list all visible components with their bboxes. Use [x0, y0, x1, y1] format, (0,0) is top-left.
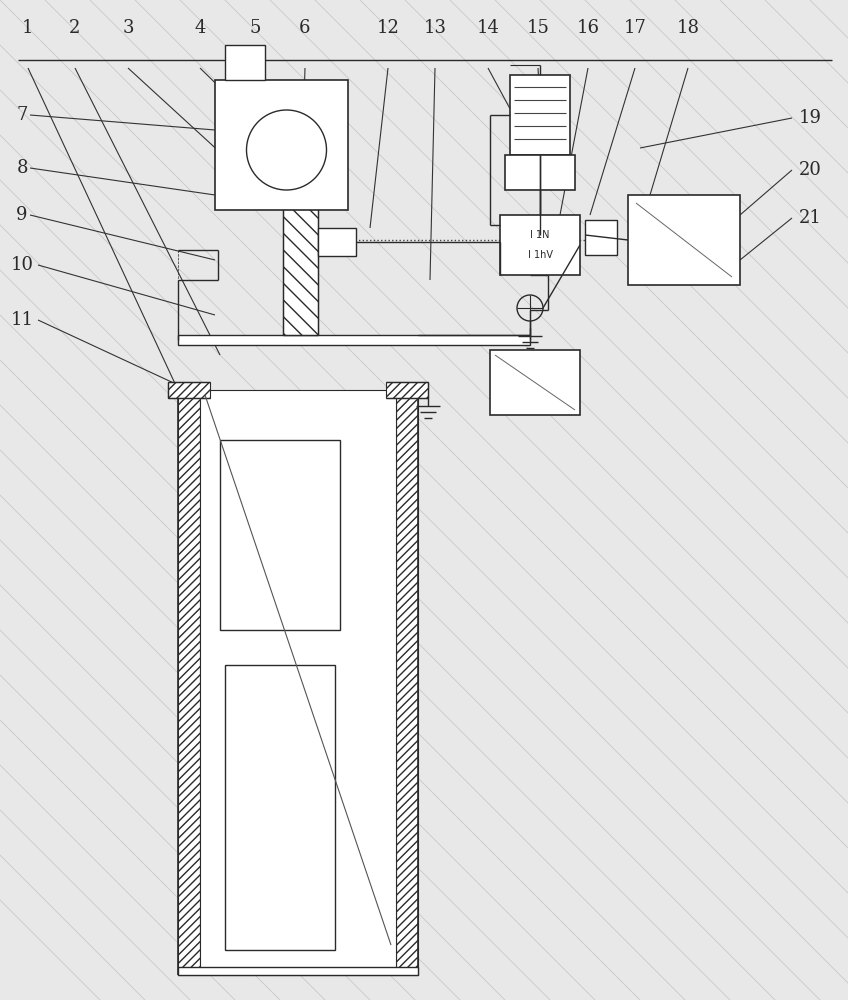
Text: 18: 18	[677, 19, 700, 37]
Bar	[225, 665, 335, 950]
Text: 7: 7	[16, 106, 28, 124]
Text: 16: 16	[577, 19, 600, 37]
Text: 1: 1	[22, 19, 34, 37]
Bar	[200, 390, 396, 975]
Text: 2: 2	[70, 19, 81, 37]
Bar	[505, 155, 575, 190]
Text: 20: 20	[799, 161, 822, 179]
Bar	[396, 390, 418, 975]
Text: 13: 13	[423, 19, 447, 37]
Text: 17: 17	[623, 19, 646, 37]
Bar	[215, 80, 348, 210]
Bar	[178, 967, 418, 975]
Bar	[500, 215, 580, 275]
Text: 21: 21	[799, 209, 822, 227]
Text: 5: 5	[249, 19, 260, 37]
Bar	[585, 220, 617, 255]
Text: 4: 4	[194, 19, 206, 37]
Text: 11: 11	[10, 311, 34, 329]
Bar	[628, 195, 740, 285]
Text: 10: 10	[10, 256, 34, 274]
Text: 14: 14	[477, 19, 499, 37]
Bar	[283, 155, 318, 335]
Text: 19: 19	[799, 109, 822, 127]
Bar	[490, 350, 580, 415]
Text: 8: 8	[16, 159, 28, 177]
Text: 3: 3	[122, 19, 134, 37]
Text: I 1N: I 1N	[530, 230, 550, 240]
Text: 15: 15	[527, 19, 550, 37]
Bar	[178, 335, 530, 345]
Bar	[283, 155, 318, 335]
Bar	[318, 228, 356, 256]
Bar	[510, 75, 570, 155]
Bar	[178, 390, 200, 975]
Text: 9: 9	[16, 206, 28, 224]
Text: 12: 12	[377, 19, 399, 37]
Bar	[220, 440, 340, 630]
Bar	[386, 382, 428, 398]
Text: 6: 6	[299, 19, 310, 37]
Bar	[168, 382, 210, 398]
Text: I 1hV: I 1hV	[527, 250, 553, 260]
Bar	[225, 45, 265, 80]
